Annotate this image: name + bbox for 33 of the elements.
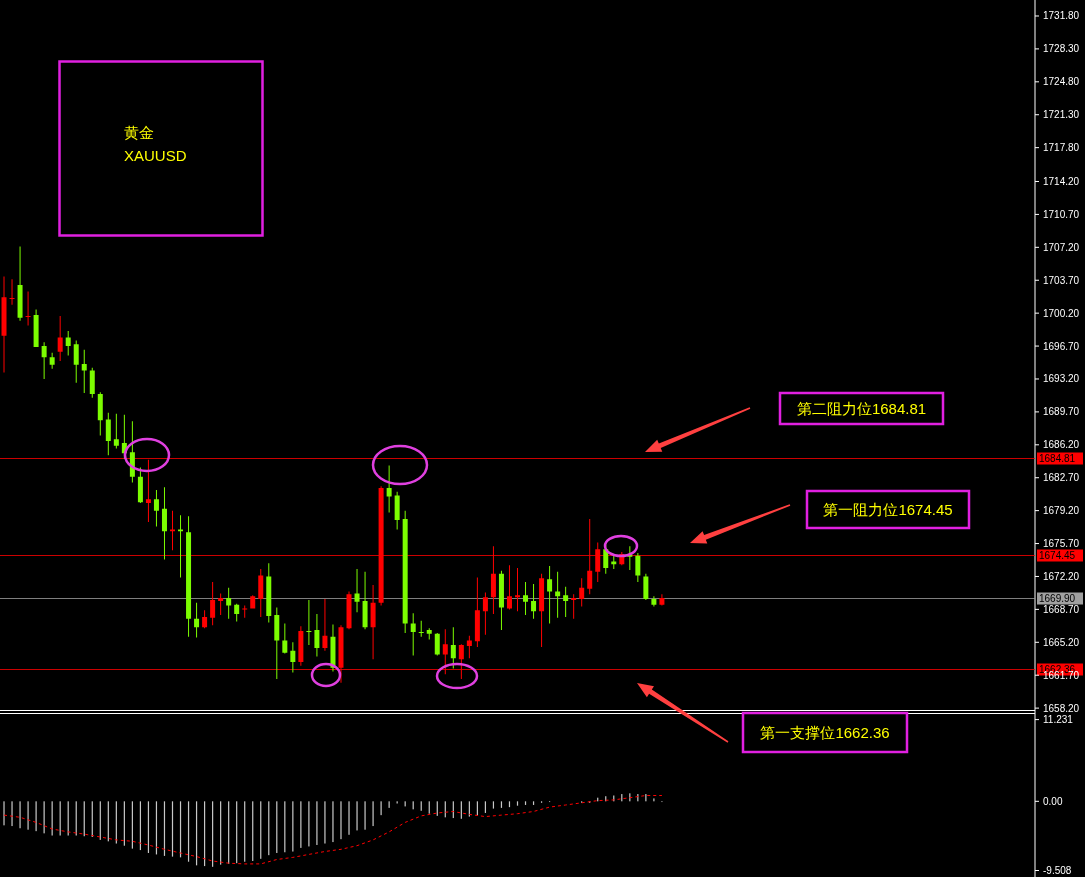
- y-tick-label: 1724.80: [1043, 76, 1080, 88]
- y-tick-label: 11.231: [1043, 714, 1074, 726]
- y-tick-label: 1679.20: [1043, 505, 1080, 517]
- y-tick-label: 1665.20: [1043, 636, 1080, 648]
- y-tick-label: -9.508: [1043, 865, 1072, 877]
- y-tick-label: 1693.20: [1043, 373, 1080, 385]
- y-tick-label: 1717.80: [1043, 142, 1080, 154]
- y-tick-label: 1682.70: [1043, 472, 1080, 484]
- annotation: XAUUSD: [124, 147, 187, 164]
- y-tick-label: 1689.70: [1043, 406, 1080, 418]
- y-tick-label: 1675.70: [1043, 538, 1080, 550]
- y-tick-label: 1728.30: [1043, 43, 1080, 55]
- line-series: [3, 795, 663, 865]
- annotation: 第一阻力位1674.45: [823, 501, 953, 518]
- y-tick-label: 1668.70: [1043, 603, 1080, 615]
- y-tick-label: 1714.20: [1043, 176, 1080, 187]
- ref-line-label: 1669.90: [1039, 593, 1076, 604]
- y-tick-label: 1700.20: [1043, 307, 1080, 319]
- y-tick-label: 1672.20: [1043, 570, 1080, 582]
- y-tick-label: 1710.70: [1043, 208, 1080, 220]
- y-tick-label: 1686.20: [1043, 439, 1080, 451]
- annotation: 第一支撑位1662.36: [760, 724, 890, 741]
- y-tick-label: 1731.80: [1043, 10, 1080, 22]
- y-tick-label: 1703.70: [1043, 274, 1080, 286]
- y-tick-label: 1658.20: [1043, 702, 1080, 714]
- y-tick-label: 1721.30: [1043, 109, 1080, 121]
- annotation: 第二阻力位1684.81: [796, 400, 927, 417]
- annotation: 黄金: [124, 124, 154, 141]
- ref-line-label: 1674.45: [1039, 550, 1076, 561]
- y-tick-label: 0.00: [1043, 795, 1063, 807]
- y-tick-label: 1696.70: [1043, 340, 1080, 352]
- ref-line-label: 1684.81: [1039, 453, 1076, 464]
- y-tick-label: 1707.20: [1043, 241, 1080, 253]
